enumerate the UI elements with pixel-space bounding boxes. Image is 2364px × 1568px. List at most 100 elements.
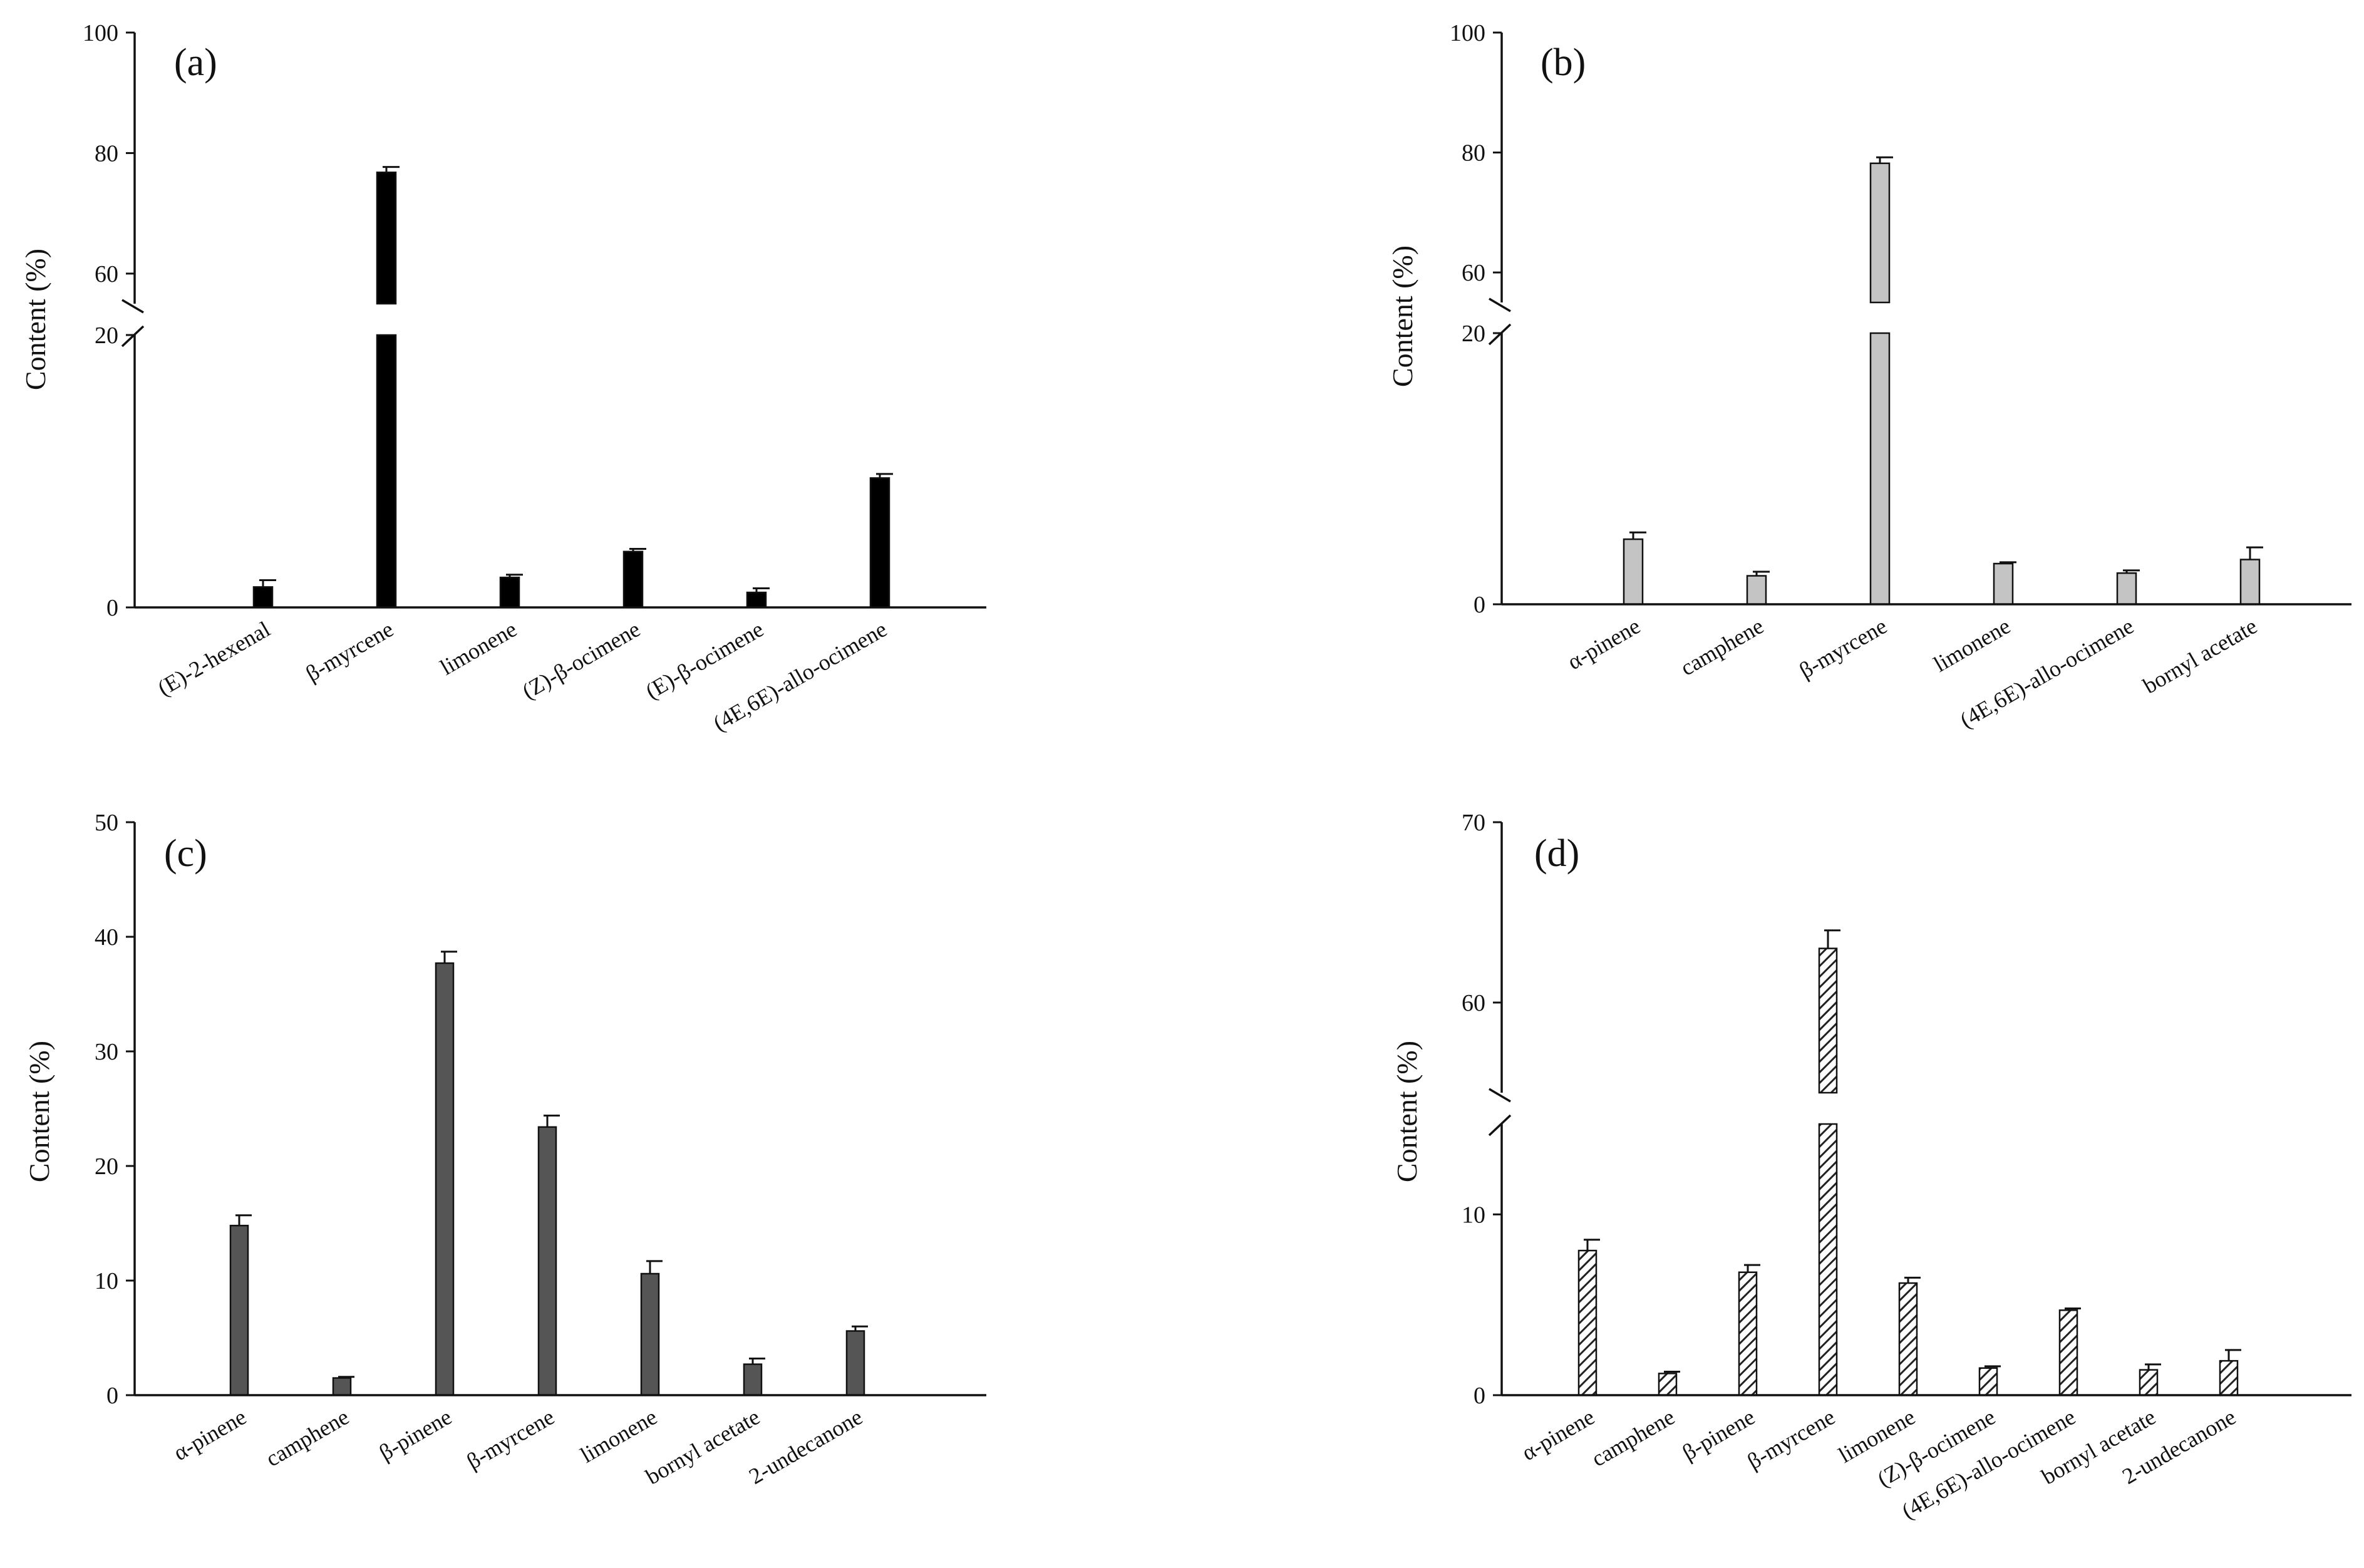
y-tick-label: 60 [1462,990,1485,1016]
bar-upper [376,171,397,305]
category-label: α-pinene [169,1404,250,1465]
category-label: 2-undecanone [745,1404,867,1489]
bar [537,1126,557,1396]
y-axis-ticks: 0 20 60 80 100 [83,20,135,621]
bar [1577,1249,1598,1396]
axis-break-mark [121,325,145,348]
axis-break-mark [1488,1114,1512,1137]
category-label: bornyl acetate [641,1404,764,1489]
bar [622,550,644,609]
error-bar [753,587,770,593]
y-axis-title: Content (%) [1391,1041,1423,1182]
error-bar [506,574,523,578]
error-bar [383,166,400,173]
bar [1978,1367,1998,1396]
category-label: β-myrcene [462,1404,559,1474]
y-tick-label: 60 [95,261,118,287]
bar [2058,1309,2078,1396]
error-bar [2065,1307,2081,1311]
y-tick-label: 30 [95,1039,118,1065]
y-tick-label: 10 [1462,1202,1485,1228]
y-tick-label: 100 [83,20,118,46]
bar [229,1224,249,1396]
error-bar [1753,570,1770,576]
bars [252,166,893,609]
y-tick-label: 0 [106,595,118,621]
error-bar [876,473,893,478]
y-tick-label: 10 [95,1268,118,1294]
panel-a: (a) Content (%) 0 20 60 80 100 (E)-2-hexenal… [19,20,986,736]
bar-lower [1818,1123,1838,1396]
category-label: α-pinene [1563,613,1644,674]
error-bar [629,547,646,552]
bar [1658,1373,1678,1396]
bar-upper [1869,162,1891,304]
y-tick-label: 80 [95,140,118,167]
y-tick-label: 100 [1450,20,1485,46]
y-tick-label: 0 [1474,592,1485,618]
y-axis-title: Content (%) [19,249,51,390]
bar [869,477,890,609]
category-label: camphene [262,1404,353,1472]
y-axis-title: Content (%) [23,1041,55,1182]
category-label: β-myrcene [1743,1404,1839,1474]
bar [435,962,455,1396]
bar [1898,1282,1918,1396]
bar [2139,1369,2159,1396]
error-bar [749,1357,765,1364]
axis-break-mark [121,299,144,314]
y-tick-label: 70 [1462,810,1485,836]
error-bar [2246,546,2263,560]
y-axis-ticks: 0 20 60 80 100 [1450,20,1502,618]
y-tick-label: 20 [95,322,118,349]
error-bar [2000,561,2016,564]
error-bar [1744,1264,1760,1272]
error-bar [2225,1349,2241,1361]
bar-upper [1818,947,1838,1094]
y-tick-label: 0 [1474,1383,1485,1409]
y-tick-label: 20 [1462,321,1485,347]
bar-lower [1869,332,1891,606]
error-bar [259,579,276,587]
category-label: limonene [436,616,521,680]
axis-break-mark [1489,297,1511,312]
bars [229,951,868,1396]
bar [499,576,520,609]
error-bar [1876,156,1893,163]
error-bar [1824,929,1840,949]
category-label: α-pinene [1517,1404,1599,1465]
bar [332,1377,352,1396]
category-label: camphene [1676,613,1768,681]
error-bar [1629,531,1646,540]
panel-d: (d) Content (%) 0 10 60 70 α-pinenecamphene… [1391,810,2351,1524]
category-label: β-myrcene [301,616,398,686]
bar [746,591,767,609]
bar [1738,1271,1758,1396]
y-axis-title: Content (%) [1386,245,1418,387]
error-bar [1584,1239,1600,1251]
y-tick-label: 80 [1462,140,1485,167]
error-bar [852,1325,868,1331]
error-bar [2123,569,2140,574]
error-bar [1985,1365,2001,1368]
bar [252,586,274,609]
y-axis-ticks: 0 10 60 70 [1462,810,1502,1409]
error-bar [338,1376,354,1378]
bar [640,1272,660,1396]
y-tick-label: 50 [95,810,118,836]
panel-c: (c) Content (%) 0 10 20 30 40 50 α-pinene camp… [23,810,986,1489]
category-label: limonene [576,1404,661,1468]
bar-lower [376,334,397,609]
panel-label: (a) [174,41,217,84]
axis-break-mark [1489,1088,1511,1103]
error-bar [1904,1276,1921,1284]
category-label: β-myrcene [1795,613,1891,683]
error-bar [544,1114,560,1127]
category-label: camphene [1587,1404,1679,1472]
category-labels: (E)-2-hexenal β-myrcene limonene(Z)-β-ocim… [153,616,891,736]
axis-break-mark [1488,323,1512,346]
panel-label: (c) [164,832,207,875]
bar [1993,562,2014,606]
